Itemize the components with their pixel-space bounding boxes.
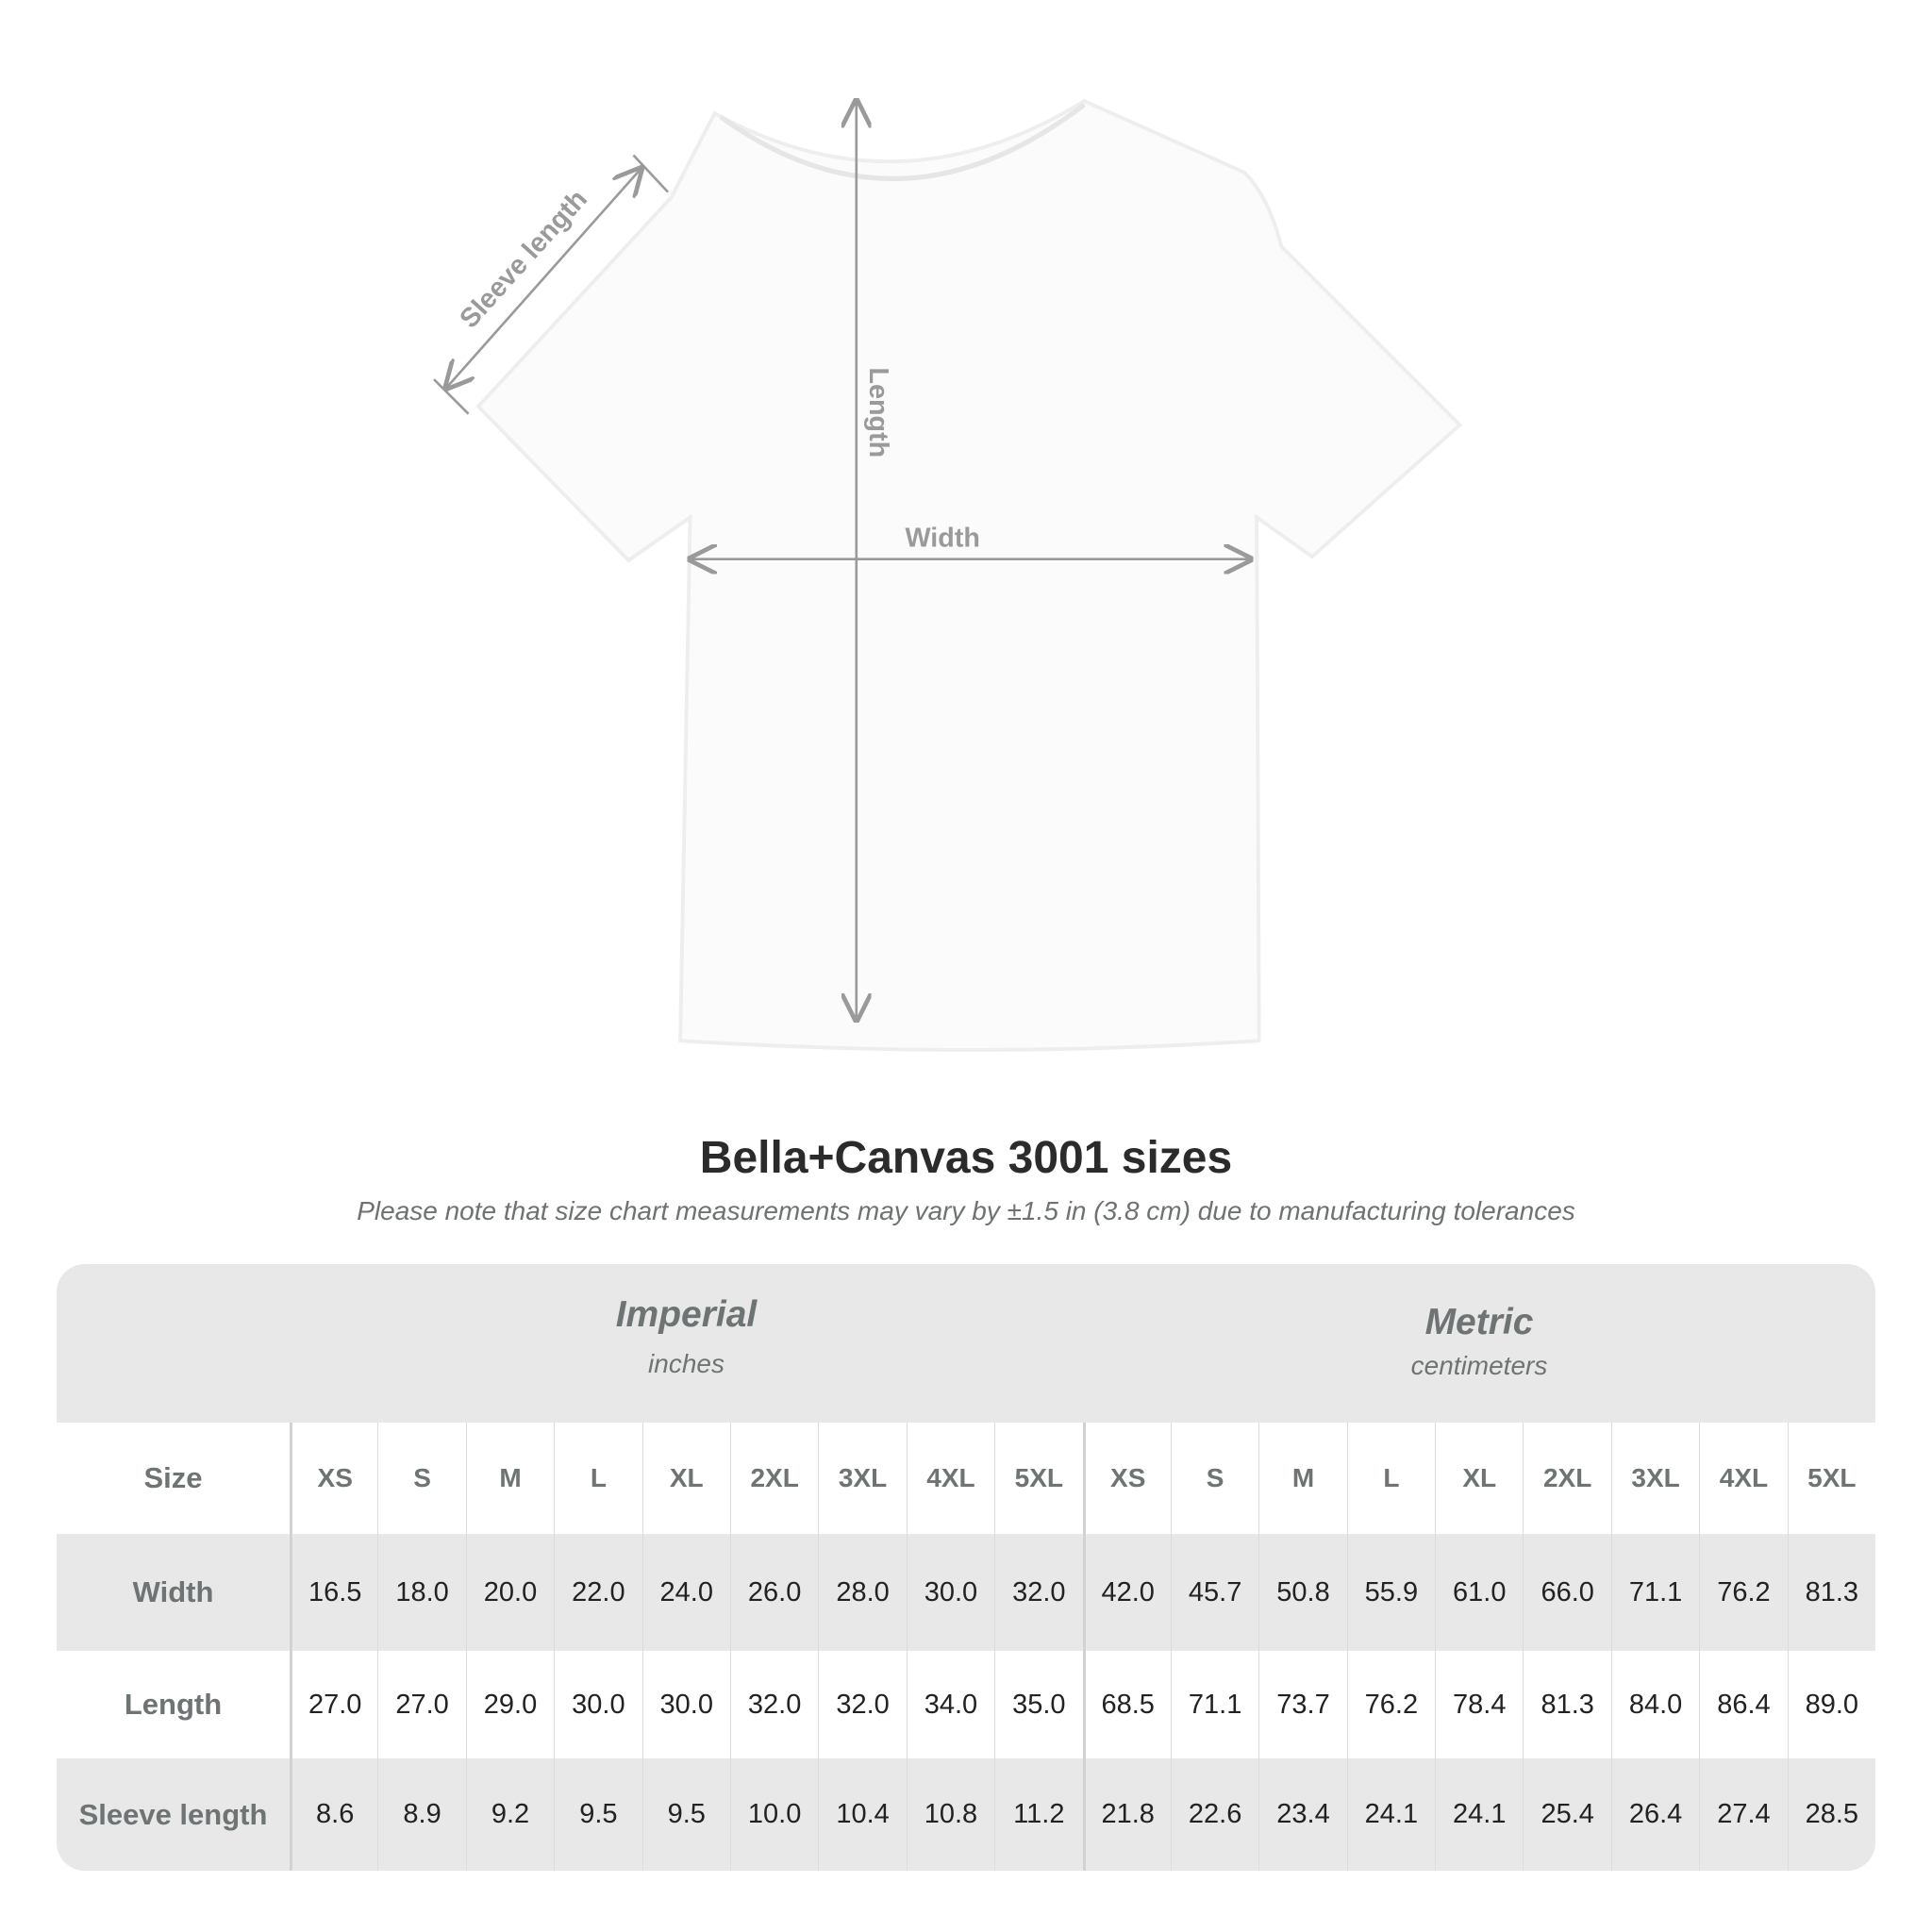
value-cell: 68.5 [1082,1651,1171,1758]
value-cell: 34.0 [906,1651,994,1758]
value-cell: 50.8 [1258,1534,1346,1651]
value-cell: 78.4 [1435,1651,1523,1758]
row-label: Width [132,1575,214,1608]
value-cell: 22.0 [554,1534,641,1651]
length-label: Length [863,368,893,458]
value-cell: 9.5 [554,1758,641,1871]
value-cell: 35.0 [994,1651,1082,1758]
size-label: Size [143,1461,203,1494]
value-cell: 24.1 [1435,1758,1523,1871]
value-cell: 76.2 [1699,1534,1787,1651]
tolerance-note: Please note that size chart measurements… [357,1196,1575,1225]
value-cell: 26.4 [1610,1758,1699,1871]
metric-header: Metric centimeters [1083,1264,1875,1460]
t-shirt-collar [719,102,1086,181]
size-header-cell: S [377,1423,465,1534]
value-cell: 29.0 [465,1651,554,1758]
value-cell: 18.0 [377,1534,465,1651]
size-header-cell: M [1258,1423,1346,1534]
value-cell: 86.4 [1699,1651,1787,1758]
value-cell: 30.0 [554,1651,641,1758]
value-cell: 27.4 [1699,1758,1787,1871]
value-cell: 66.0 [1523,1534,1610,1651]
table-row: Sleeve length 8.6 8.9 9.2 9.5 9.5 10.0 10.4 10.8… [57,1758,1875,1871]
value-cell: 25.4 [1523,1758,1610,1871]
size-header-cell: L [554,1423,641,1534]
t-shirt-body [475,98,1463,1052]
size-header-row: Size XS S M L XL 2XL 3XL 4XL 5XL XS S M L XL 2XL 3XL 4XL… [57,1423,1875,1534]
value-cell: 32.0 [994,1534,1082,1651]
metric-heading: Metric [1424,1302,1534,1342]
value-cell: 10.4 [818,1758,906,1871]
value-cell: 71.1 [1610,1534,1699,1651]
value-cell: 81.3 [1787,1534,1875,1651]
size-header-cell: 5XL [1787,1423,1875,1534]
value-cell: 76.2 [1346,1651,1435,1758]
value-cell: 73.7 [1258,1651,1346,1758]
value-cell: 10.8 [906,1758,994,1871]
value-cell: 22.6 [1170,1758,1258,1871]
value-cell: 32.0 [729,1651,818,1758]
table-row: Length 27.0 27.0 29.0 30.0 30.0 32.0 32.0 34.0 35… [57,1651,1875,1758]
value-cell: 11.2 [994,1758,1082,1871]
size-header-cell: 2XL [729,1423,818,1534]
size-header-cell: XS [1082,1423,1171,1534]
value-cell: 84.0 [1610,1651,1699,1758]
imperial-header: Imperial inches [290,1264,1083,1453]
value-cell: 30.0 [641,1651,730,1758]
value-cell: 21.8 [1082,1758,1171,1871]
value-cell: 42.0 [1082,1534,1171,1651]
size-table: Imperial inches Metric centimeters Size … [57,1264,1875,1871]
value-cell: 27.0 [290,1651,377,1758]
value-cell: 8.9 [377,1758,465,1871]
value-cell: 30.0 [906,1534,994,1651]
value-cell: 28.0 [818,1534,906,1651]
value-cell: 9.2 [465,1758,554,1871]
width-label: Width [905,524,979,554]
t-shirt-diagram: Sleeve length Length Width [433,0,1463,1052]
size-header-cell: 3XL [818,1423,906,1534]
value-cell: 45.7 [1170,1534,1258,1651]
value-cell: 24.0 [641,1534,730,1651]
value-cell: 27.0 [377,1651,465,1758]
size-header-cell: XL [641,1423,730,1534]
table-row: Width 16.5 18.0 20.0 22.0 24.0 26.0 28.0 30.0 32.… [57,1534,1875,1651]
size-header-cell: 3XL [1610,1423,1699,1534]
value-cell: 23.4 [1258,1758,1346,1871]
metric-unit: centimeters [1410,1351,1548,1380]
imperial-unit: inches [648,1349,724,1378]
size-header-cell: XS [290,1423,377,1534]
size-header-cell: S [1170,1423,1258,1534]
size-header-cell: 5XL [994,1423,1082,1534]
value-cell: 20.0 [465,1534,554,1651]
size-header-cell: 4XL [1699,1423,1787,1534]
value-cell: 32.0 [818,1651,906,1758]
value-cell: 89.0 [1787,1651,1875,1758]
size-header-cell: 2XL [1523,1423,1610,1534]
value-cell: 9.5 [641,1758,730,1871]
value-cell: 8.6 [290,1758,377,1871]
size-header-cell: M [465,1423,554,1534]
value-cell: 81.3 [1523,1651,1610,1758]
row-label: Length [124,1688,223,1721]
value-cell: 10.0 [729,1758,818,1871]
size-header-cell: L [1346,1423,1435,1534]
row-label: Sleeve length [78,1797,268,1831]
value-cell: 55.9 [1346,1534,1435,1651]
imperial-heading: Imperial [615,1294,758,1335]
chart-title: Bella+Canvas 3001 sizes [699,1133,1233,1183]
value-cell: 61.0 [1435,1534,1523,1651]
size-header-cell: 4XL [906,1423,994,1534]
sleeve-arrow [446,169,641,388]
value-cell: 28.5 [1787,1758,1875,1871]
value-cell: 24.1 [1346,1758,1435,1871]
size-header-cell: XL [1435,1423,1523,1534]
value-cell: 16.5 [290,1534,377,1651]
value-cell: 71.1 [1170,1651,1258,1758]
value-cell: 26.0 [729,1534,818,1651]
